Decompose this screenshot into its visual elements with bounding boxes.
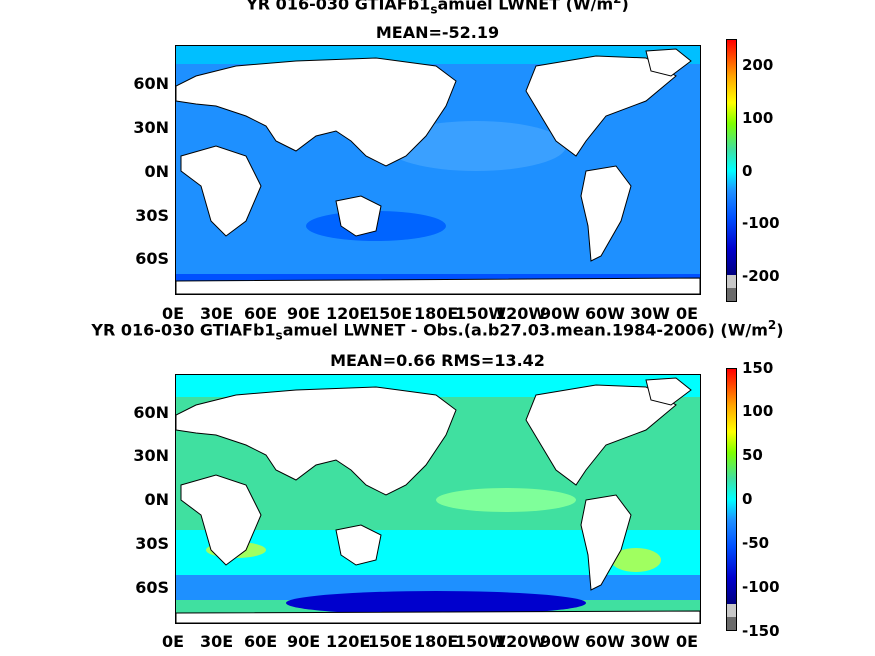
bottom-map-mean: MEAN=0.66 RMS=13.42: [330, 351, 545, 370]
bottom-lat-label: 30S: [135, 534, 169, 553]
top-colorbar: [726, 39, 737, 302]
top-lon-axis: 0E 30E 60E 90E 120E 150E 180E 150W 120W …: [0, 304, 875, 324]
top-lat-label: 30S: [135, 206, 169, 225]
top-colorbar-tick: -200: [742, 267, 780, 285]
bottom-lon-label: 120E: [326, 632, 371, 651]
top-map-mean: MEAN=-52.19: [375, 23, 500, 42]
bottom-lat-label: 30N: [133, 446, 169, 465]
bottom-lon-label: 90E: [287, 632, 321, 651]
top-lon-label: 150E: [368, 304, 413, 323]
bottom-lon-label: 90W: [540, 632, 580, 651]
bottom-lat-label: 60S: [135, 578, 169, 597]
bottom-colorbar-tick: -100: [742, 578, 780, 596]
bottom-colorbar-tick: -50: [742, 534, 770, 552]
bottom-lon-label: 60W: [585, 632, 625, 651]
top-continents: [176, 48, 700, 294]
top-lon-label: 180E: [414, 304, 459, 323]
bottom-lat-label: 0N: [144, 490, 169, 509]
top-lon-label: 0E: [162, 304, 185, 323]
top-map-title: YR 016-030 GTIAFb1samuel LWNET (W/m2): [246, 0, 629, 17]
top-lat-label: 30N: [133, 118, 169, 137]
bottom-lon-label: 0E: [676, 632, 699, 651]
top-lon-label: 0E: [676, 304, 699, 323]
top-map-plot: [175, 45, 701, 295]
bottom-continents: [176, 377, 700, 623]
bottom-lon-label: 150E: [368, 632, 413, 651]
bottom-lon-label: 60E: [244, 632, 278, 651]
top-lat-label: 60S: [135, 249, 169, 268]
bottom-lon-axis: 0E 30E 60E 90E 120E 150E 180E 150W 120W …: [0, 632, 875, 652]
bottom-colorbar-tick: 150: [742, 359, 774, 377]
top-lon-label: 90W: [540, 304, 580, 323]
top-lon-label: 150W: [455, 304, 507, 323]
bottom-colorbar-tick: -150: [742, 622, 780, 640]
top-colorbar-tick: 100: [742, 109, 774, 127]
bottom-lon-label: 180E: [414, 632, 459, 651]
top-lon-label: 60W: [585, 304, 625, 323]
bottom-colorbar: [726, 368, 737, 631]
top-colorbar-tick: -100: [742, 214, 780, 232]
bottom-lon-label: 120W: [495, 632, 547, 651]
bottom-map-title: YR 016-030 GTIAFb1samuel LWNET - Obs.(a.…: [91, 318, 784, 343]
bottom-lon-label: 30E: [200, 632, 234, 651]
bottom-colorbar-tick: 100: [742, 402, 774, 420]
top-lat-label: 0N: [144, 162, 169, 181]
bottom-lon-label: 150W: [455, 632, 507, 651]
bottom-colorbar-tick: 50: [742, 446, 763, 464]
top-colorbar-tick: 0: [742, 162, 753, 180]
top-lon-label: 30W: [630, 304, 670, 323]
bottom-map-plot: [175, 374, 701, 624]
top-lon-label: 30E: [200, 304, 234, 323]
top-lon-label: 90E: [287, 304, 321, 323]
top-colorbar-tick: 200: [742, 56, 774, 74]
top-lon-label: 120W: [495, 304, 547, 323]
bottom-lon-label: 30W: [630, 632, 670, 651]
top-lon-label: 60E: [244, 304, 278, 323]
top-lat-label: 60N: [133, 74, 169, 93]
bottom-colorbar-tick: 0: [742, 490, 753, 508]
top-lon-label: 120E: [326, 304, 371, 323]
bottom-lon-label: 0E: [162, 632, 185, 651]
bottom-lat-label: 60N: [133, 403, 169, 422]
